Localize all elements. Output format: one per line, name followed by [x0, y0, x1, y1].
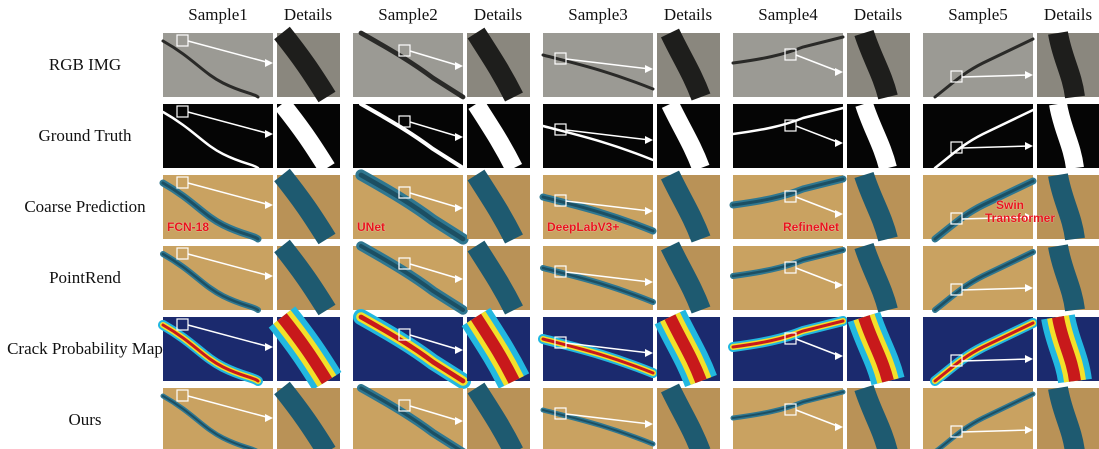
detail-image: [1037, 388, 1099, 449]
image-background: [163, 104, 273, 168]
detail-image: [1037, 104, 1099, 168]
sample-image: [923, 246, 1033, 310]
detail-image: [467, 246, 530, 310]
sample-image: [543, 388, 653, 449]
image-background: [733, 104, 843, 168]
detail-image: [467, 104, 530, 168]
detail-image: [847, 246, 910, 310]
detail-image: [1037, 317, 1099, 381]
detail-image: [467, 388, 530, 449]
detail-image: [277, 317, 340, 381]
sample-image: [543, 104, 653, 168]
detail-image: [657, 33, 720, 97]
method-label: FCN-18: [167, 221, 227, 234]
row-label: RGB IMG: [5, 54, 165, 76]
sample-image: [923, 388, 1033, 449]
row-label: Ground Truth: [5, 125, 165, 147]
row-label: Ours: [5, 409, 165, 431]
method-label: DeepLabV3+: [547, 221, 627, 234]
sample-image: [923, 104, 1033, 168]
sample-image: [923, 317, 1033, 381]
image-background: [163, 33, 273, 97]
detail-image: [1037, 246, 1099, 310]
sample-image: [923, 33, 1033, 97]
column-header: Sample3: [568, 5, 628, 25]
sample-image: [163, 104, 273, 168]
image-background: [163, 317, 273, 381]
detail-image: [657, 175, 720, 239]
sample-image: [163, 33, 273, 97]
sample-image: [733, 104, 843, 168]
sample-image: [353, 33, 463, 97]
image-background: [543, 33, 653, 97]
detail-image: [1037, 175, 1099, 239]
sample-image: [163, 246, 273, 310]
image-background: [543, 246, 653, 310]
column-header: Sample4: [758, 5, 818, 25]
detail-image: [277, 33, 340, 97]
image-background: [163, 388, 273, 449]
detail-image: [467, 175, 530, 239]
detail-image: [847, 104, 910, 168]
sample-image: [163, 388, 273, 449]
detail-image: [277, 104, 340, 168]
sample-image: [733, 317, 843, 381]
method-label: UNet: [357, 221, 417, 234]
sample-image: [543, 246, 653, 310]
sample-image: [543, 317, 653, 381]
column-header: Details: [284, 5, 332, 25]
sample-image: [733, 388, 843, 449]
detail-image: [467, 317, 530, 381]
detail-image: [277, 388, 340, 449]
detail-image: [847, 388, 910, 449]
detail-image: [277, 175, 340, 239]
column-header: Details: [474, 5, 522, 25]
method-label: Swin Transformer: [985, 199, 1035, 225]
column-header: Sample2: [378, 5, 438, 25]
column-header: Sample5: [948, 5, 1008, 25]
image-background: [163, 246, 273, 310]
column-header: Details: [854, 5, 902, 25]
sample-image: [353, 388, 463, 449]
image-background: [543, 104, 653, 168]
sample-image: [353, 317, 463, 381]
detail-image: [657, 104, 720, 168]
column-header: Details: [1044, 5, 1092, 25]
detail-image: [847, 33, 910, 97]
detail-image: [847, 175, 910, 239]
detail-image: [277, 246, 340, 310]
column-header: Details: [664, 5, 712, 25]
column-header: Sample1: [188, 5, 248, 25]
sample-image: [733, 246, 843, 310]
row-label: PointRend: [5, 267, 165, 289]
figure: Sample1 Details Sample2 Details Sample3 Detai…: [0, 0, 1099, 449]
row-label: Crack Probability Map: [5, 338, 165, 360]
detail-image: [657, 246, 720, 310]
detail-image: [467, 33, 530, 97]
sample-image: [353, 104, 463, 168]
sample-image: [543, 33, 653, 97]
detail-image: [657, 388, 720, 449]
sample-image: [163, 317, 273, 381]
detail-image: [847, 317, 910, 381]
detail-image: [657, 317, 720, 381]
method-label: RefineNet: [783, 221, 843, 234]
detail-image: [1037, 33, 1099, 97]
sample-image: [353, 246, 463, 310]
sample-image: [733, 33, 843, 97]
row-label: Coarse Prediction: [5, 196, 165, 218]
